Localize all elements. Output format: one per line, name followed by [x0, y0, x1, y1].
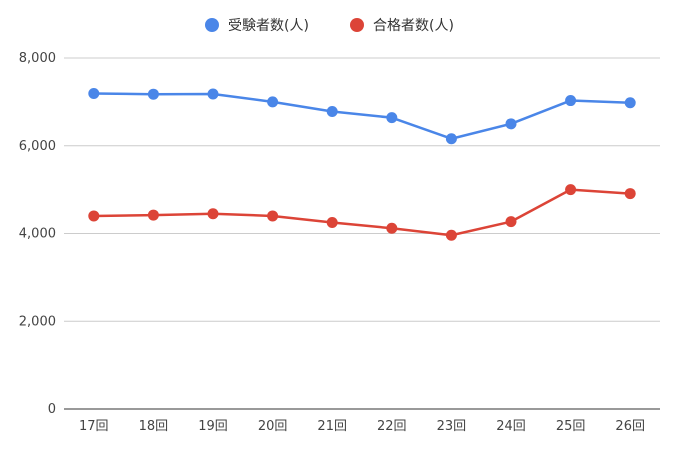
data-point[interactable] — [326, 217, 338, 229]
data-point[interactable] — [624, 188, 636, 200]
data-point[interactable] — [267, 96, 279, 108]
y-tick-label: 8,000 — [19, 51, 56, 66]
data-point[interactable] — [88, 88, 100, 100]
x-tick-label: 18回 — [139, 419, 169, 434]
series-2 — [88, 184, 636, 241]
data-point[interactable] — [445, 133, 457, 145]
gridlines — [64, 57, 660, 322]
x-tick-label: 21回 — [317, 419, 347, 434]
data-point[interactable] — [386, 112, 398, 124]
series-line-2 — [93, 188, 631, 237]
data-point[interactable] — [207, 88, 219, 100]
legend-item-series-2[interactable]: 合格者数(人) — [350, 18, 454, 34]
x-tick-label: 26回 — [615, 419, 645, 434]
y-tick-label: 2,000 — [19, 314, 56, 329]
data-point[interactable] — [326, 106, 338, 118]
legend-label-series-1: 受験者数(人) — [228, 18, 309, 34]
legend: 受験者数(人) 合格者数(人) — [205, 18, 454, 34]
x-tick-label: 22回 — [377, 419, 407, 434]
data-point[interactable] — [624, 97, 636, 109]
data-point[interactable] — [147, 88, 159, 100]
x-axis: 17回 18回 19回 20回 21回 22回 23回 24回 25回 26回 — [79, 419, 645, 434]
series-1 — [88, 88, 636, 145]
x-tick-label: 17回 — [79, 419, 109, 434]
data-point[interactable] — [505, 216, 517, 228]
data-point[interactable] — [147, 209, 159, 221]
series-layer — [88, 88, 636, 241]
y-tick-label: 0 — [48, 402, 56, 417]
x-tick-label: 19回 — [198, 419, 228, 434]
data-point[interactable] — [267, 210, 279, 222]
data-point[interactable] — [445, 229, 457, 241]
legend-item-series-1[interactable]: 受験者数(人) — [205, 18, 309, 34]
x-tick-label: 20回 — [258, 419, 288, 434]
legend-label-series-2: 合格者数(人) — [373, 18, 454, 34]
data-point[interactable] — [565, 184, 577, 196]
x-tick-label: 23回 — [437, 419, 467, 434]
y-tick-label: 6,000 — [19, 139, 56, 154]
data-point[interactable] — [565, 95, 577, 107]
data-point[interactable] — [386, 222, 398, 234]
x-tick-label: 25回 — [556, 419, 586, 434]
data-point[interactable] — [505, 118, 517, 130]
series-line-1 — [93, 92, 631, 140]
y-tick-label: 4,000 — [19, 227, 56, 242]
data-point[interactable] — [207, 208, 219, 220]
legend-marker-series-2 — [350, 18, 364, 32]
legend-marker-series-1 — [205, 18, 219, 32]
x-tick-label: 24回 — [496, 419, 526, 434]
data-point[interactable] — [88, 210, 100, 222]
y-axis: 0 2,000 4,000 6,000 8,000 — [19, 51, 56, 417]
